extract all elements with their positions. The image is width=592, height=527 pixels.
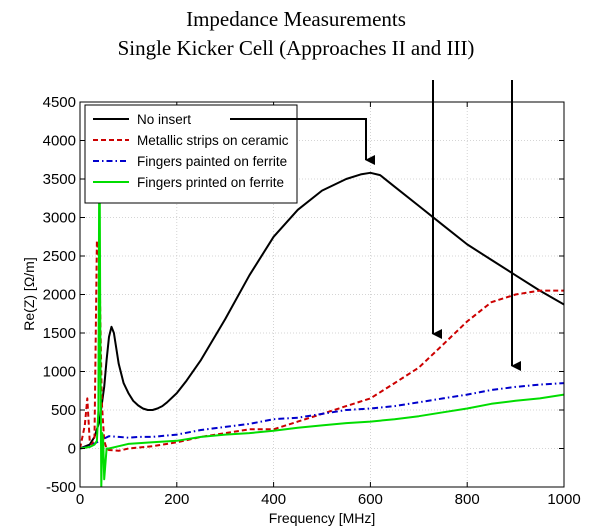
- y-tick-label: 3500: [43, 171, 76, 188]
- annotation-arrows: [230, 80, 521, 371]
- x-tick-label: 600: [358, 491, 383, 508]
- y-tick-label: 1000: [43, 364, 76, 381]
- legend-label-3: Fingers painted on ferrite: [137, 154, 287, 169]
- x-tick-label: 0: [76, 491, 84, 508]
- y-tick-label: 4500: [43, 94, 76, 111]
- y-tick-label: 3000: [43, 210, 76, 227]
- legend-label-4: Fingers printed on ferrite: [137, 175, 284, 190]
- x-tick-label: 1000: [547, 491, 580, 508]
- legend-box: [84, 104, 298, 204]
- legend-label-1: No insert: [137, 112, 191, 127]
- y-axis-label: Re(Z) [Ω/m]: [21, 257, 37, 330]
- series-line-3: [80, 382, 564, 450]
- chart-subtitle: Single Kicker Cell (Approaches II and II…: [117, 36, 475, 60]
- arrow-to-no-insert-peak: [230, 118, 375, 165]
- series-line-1: [80, 171, 564, 450]
- x-axis-label: Frequency [MHz]: [269, 510, 376, 526]
- x-tick-label: 400: [261, 491, 286, 508]
- legend-label-2: Metallic strips on ceramic: [137, 133, 289, 148]
- x-tick-label: 800: [455, 491, 480, 508]
- x-tick-label: 200: [164, 491, 189, 508]
- y-tick-label: 4000: [43, 133, 76, 150]
- y-tick-label: 2500: [43, 248, 76, 265]
- y-tick-label: -500: [46, 479, 76, 496]
- series-line-2: [80, 239, 564, 452]
- y-tick-label: 1500: [43, 325, 76, 342]
- legend: No insert Metallic strips on ceramic Finge…: [84, 104, 298, 204]
- y-tick-label: 500: [51, 402, 76, 419]
- y-tick-label: 2000: [43, 287, 76, 304]
- y-tick-label: 0: [68, 441, 76, 458]
- chart-title: Impedance Measurements: [186, 7, 406, 31]
